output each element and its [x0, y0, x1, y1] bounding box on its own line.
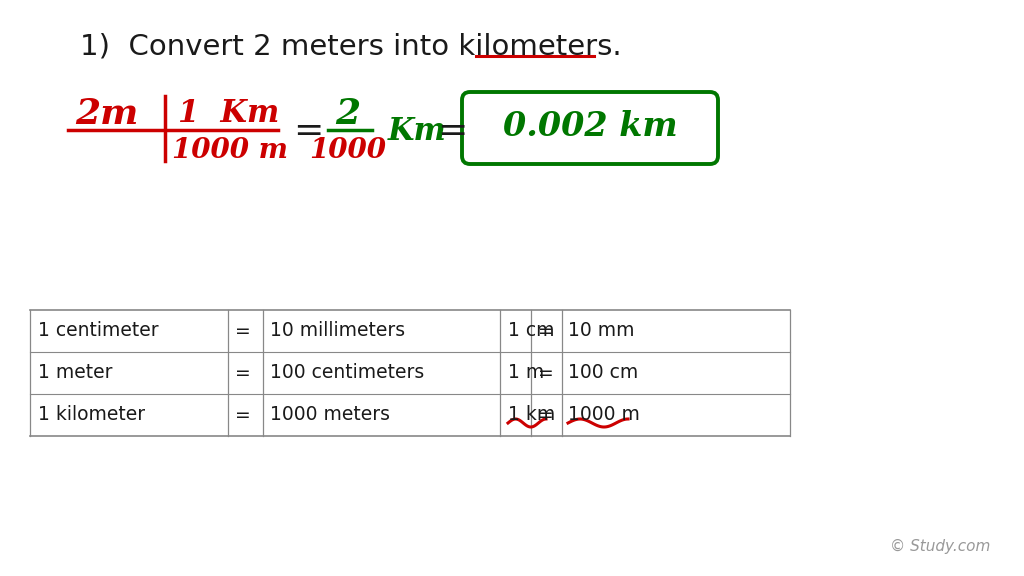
Text: =: = — [236, 321, 251, 340]
Text: 1  Km: 1 Km — [178, 98, 280, 130]
Text: 10 mm: 10 mm — [568, 321, 635, 340]
Text: 100 centimeters: 100 centimeters — [270, 363, 424, 382]
Text: 1)  Convert 2 meters into kilometers.: 1) Convert 2 meters into kilometers. — [80, 32, 622, 60]
Text: 1000 m: 1000 m — [568, 406, 640, 425]
Text: =: = — [236, 363, 251, 382]
Text: =: = — [293, 114, 324, 148]
Text: =: = — [539, 363, 554, 382]
Text: 2: 2 — [336, 97, 360, 131]
Text: © Study.com: © Study.com — [890, 539, 990, 554]
Text: 1000 meters: 1000 meters — [270, 406, 390, 425]
Text: 1 meter: 1 meter — [38, 363, 113, 382]
FancyBboxPatch shape — [462, 92, 718, 164]
Text: =: = — [539, 321, 554, 340]
Text: =: = — [539, 406, 554, 425]
Text: =: = — [437, 114, 467, 148]
Text: 1000 m: 1000 m — [172, 138, 288, 165]
Text: 100 cm: 100 cm — [568, 363, 638, 382]
Text: =: = — [236, 406, 251, 425]
Text: 2m: 2m — [75, 97, 138, 131]
Text: 0.002 km: 0.002 km — [503, 111, 677, 143]
Text: Km: Km — [388, 116, 446, 146]
Text: 10 millimeters: 10 millimeters — [270, 321, 406, 340]
Text: 1000: 1000 — [309, 138, 386, 165]
Text: 1 m: 1 m — [508, 363, 544, 382]
Text: 1 centimeter: 1 centimeter — [38, 321, 159, 340]
Text: 1 km: 1 km — [508, 406, 555, 425]
Text: 1 kilometer: 1 kilometer — [38, 406, 145, 425]
Text: 1 cm: 1 cm — [508, 321, 555, 340]
